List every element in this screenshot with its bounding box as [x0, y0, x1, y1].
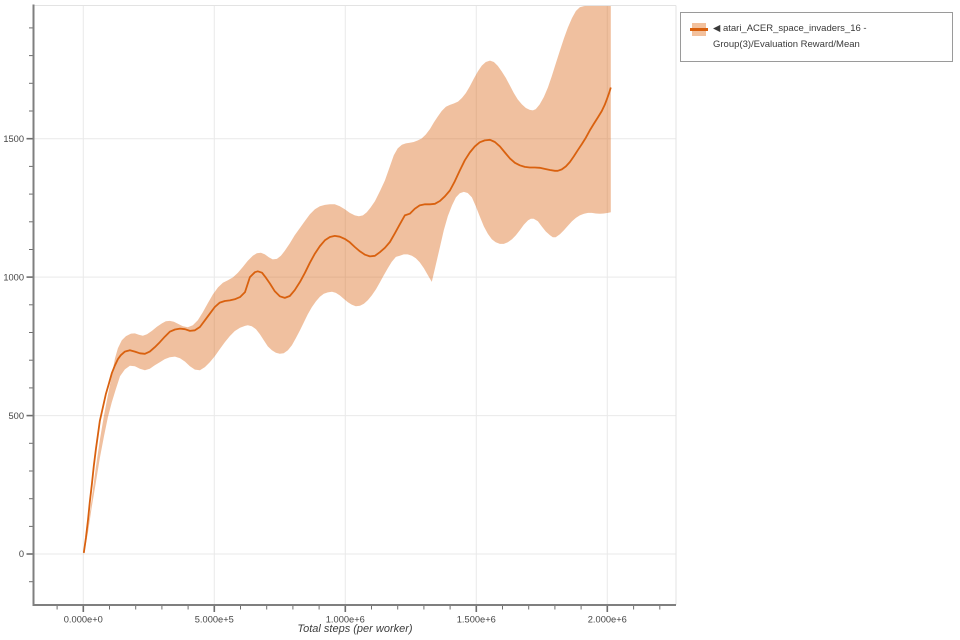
y-tick-label: 1500	[3, 134, 24, 144]
legend: ◀ atari_ACER_space_invaders_16 - Group(3…	[680, 12, 953, 62]
y-tick-label: 0	[19, 549, 24, 559]
y-tick-label: 1000	[3, 272, 24, 282]
x-tick-label: 0.000e+0	[64, 615, 103, 625]
legend-item[interactable]: ◀ atari_ACER_space_invaders_16 - Group(3…	[690, 21, 943, 53]
series-swatch-icon	[690, 23, 708, 36]
legend-label: ◀ atari_ACER_space_invaders_16 - Group(3…	[713, 23, 867, 50]
mean-line	[82, 87, 612, 554]
x-tick-label: 5.000e+5	[195, 615, 234, 625]
line-swatch	[690, 28, 708, 31]
x-axis-label: Total steps (per worker)	[297, 623, 413, 635]
confidence-band	[83, 5, 611, 556]
x-tick-label: 1.500e+6	[457, 615, 496, 625]
x-tick-label: 1.000e+6	[326, 615, 365, 625]
x-tick-label: 2.000e+6	[588, 615, 627, 625]
y-tick-label: 500	[8, 411, 24, 421]
